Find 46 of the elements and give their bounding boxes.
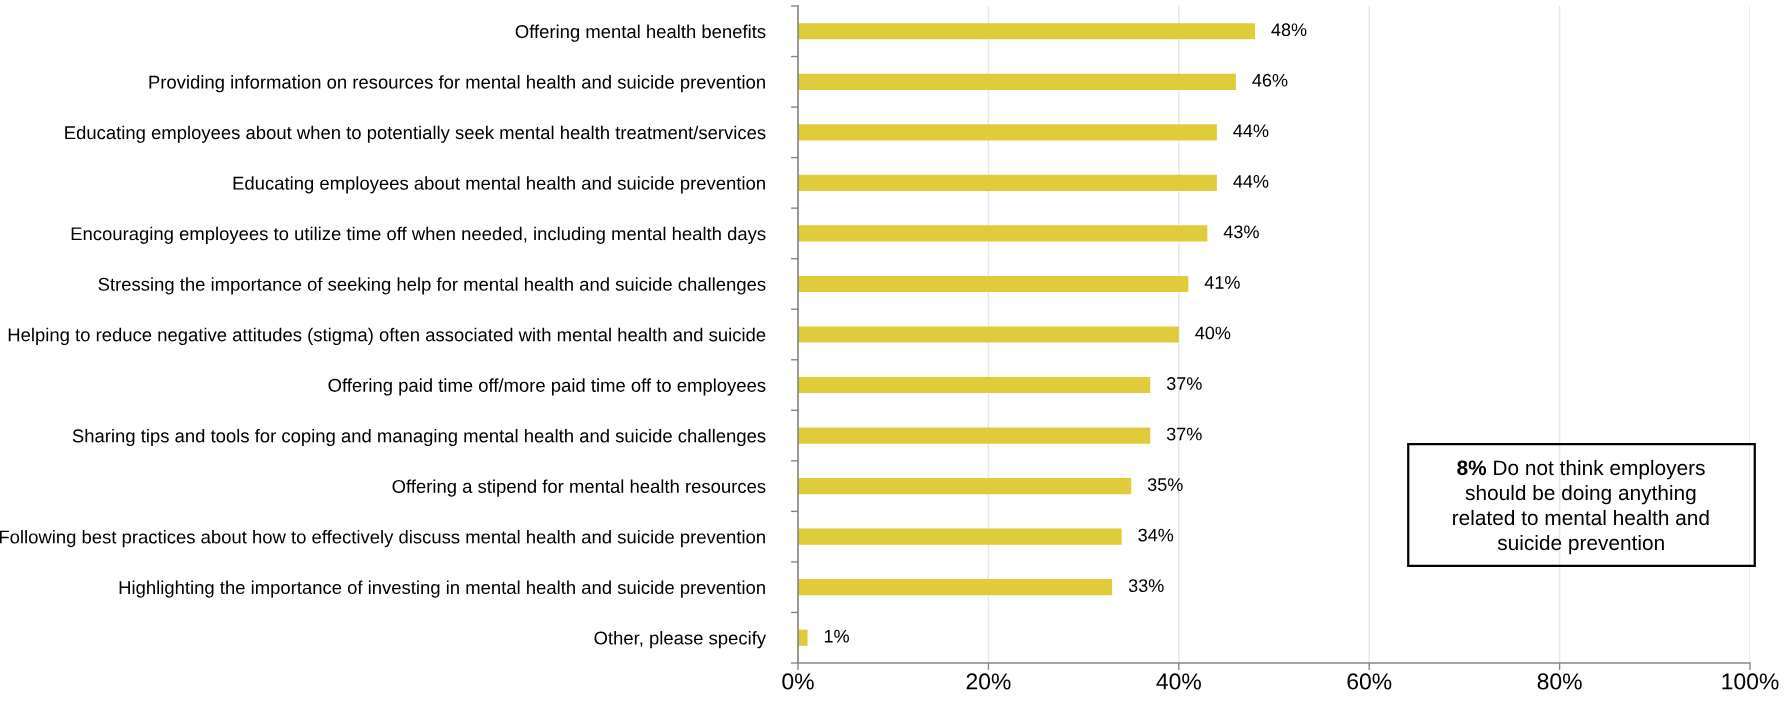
bar [798,478,1132,495]
bar [798,629,808,646]
bar [798,275,1189,293]
x-tick-label: 20% [966,673,1011,690]
y-tick-label: Encouraging employees to utilize time off when needed, including mental health days [71,226,766,244]
y-tick-label: Offering paid time off/more paid time off to employees [328,378,766,396]
data-label: 48% [1271,23,1307,37]
y-tick-label: Offering a stipend for mental health resources [392,479,766,497]
data-label: 35% [1147,478,1183,491]
y-tick-label: Providing information on resources for mental health and suicide prevention [149,75,765,93]
y-tick-label: Highlighting the importance of investing in mental health and suicide prevention [119,580,765,598]
data-label: 34% [1138,528,1174,542]
data-label: 37% [1166,377,1202,390]
data-label: 44% [1233,175,1269,188]
x-tick-label: 80% [1537,673,1582,690]
data-label: 33% [1128,579,1164,593]
y-tick-label: Other, please specify [594,631,767,649]
y-tick-label: Stressing the importance of seeking help for mental health and suicide challenges [98,277,766,295]
y-tick-label: Following best practices about how to effectively discuss mental health and suicide prevention [0,529,765,548]
x-tick-label: 100% [1722,673,1779,690]
data-label: 46% [1252,73,1288,87]
annotation: 8% Do not think employers should be doing anything related to mental health and suicide prevention [1453,459,1709,555]
bar [798,174,1217,191]
data-label: 43% [1223,225,1259,239]
data-label: 1% [824,629,849,643]
data-label: 37% [1166,427,1202,441]
x-tick-label: 60% [1347,673,1392,690]
bar [798,427,1151,444]
x-tick-label: 0% [782,673,814,690]
data-label: 41% [1204,276,1240,289]
bar [798,579,1113,596]
bar [798,73,1236,90]
data-label: 40% [1195,326,1231,340]
y-tick-label: Educating employees about mental health and suicide prevention [233,176,765,194]
bar [798,528,1122,545]
y-tick-label: Educating employees about when to potentially seek mental health treatment/services [65,125,766,143]
y-tick-label: Offering mental health benefits [515,24,766,42]
data-label: 44% [1233,124,1269,138]
bar [798,376,1151,394]
y-tick-label: Sharing tips and tools for coping and managing mental health and suicide challenges [72,428,766,447]
bar [798,225,1208,242]
x-tick-label: 40% [1156,673,1201,690]
bar [798,326,1179,343]
bar [798,23,1255,40]
bar [798,124,1217,141]
y-tick-label: Helping to reduce negative attitudes (stigma) often associated with mental health and suicide [8,327,766,346]
